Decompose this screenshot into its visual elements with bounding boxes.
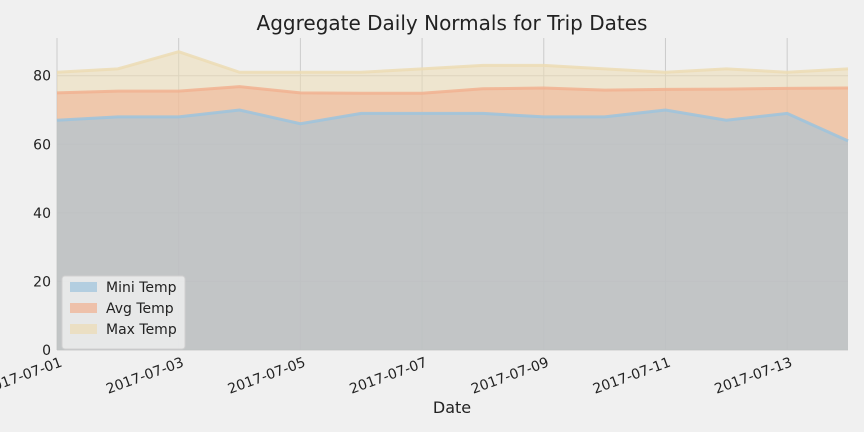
- legend: Mini Temp Avg Temp Max Temp: [61, 275, 186, 350]
- y-tick-label: 60: [33, 137, 51, 153]
- legend-label: Mini Temp: [106, 280, 177, 296]
- legend-swatch: [70, 303, 97, 313]
- x-tick-label: 2017-07-03: [104, 355, 186, 398]
- x-tick-label: 2017-07-01: [0, 355, 64, 398]
- line-max-temp: [56, 50, 849, 74]
- series-lines: [56, 50, 849, 143]
- line-mini-temp: [56, 108, 849, 143]
- legend-label: Avg Temp: [106, 301, 174, 317]
- y-axis: 0 20 40 60 80: [33, 69, 51, 359]
- x-tick-label: 2017-07-13: [713, 355, 795, 398]
- legend-swatch: [70, 324, 97, 334]
- x-tick-label: 2017-07-05: [226, 355, 308, 398]
- x-tick-label: 2017-07-11: [591, 355, 673, 398]
- x-tick-label: 2017-07-07: [348, 355, 430, 398]
- y-tick-label: 80: [33, 69, 51, 85]
- x-axis-label: Date: [433, 398, 471, 417]
- x-tick-label: 2017-07-09: [469, 355, 551, 398]
- legend-swatch: [70, 282, 97, 292]
- y-tick-label: 20: [33, 274, 51, 290]
- series-areas: [57, 51, 848, 350]
- area-mini-temp: [57, 110, 848, 350]
- y-tick-label: 0: [42, 343, 51, 359]
- chart-title: Aggregate Daily Normals for Trip Dates: [257, 11, 648, 35]
- x-axis: 2017-07-01 2017-07-03 2017-07-05 2017-07-07…: [0, 355, 795, 398]
- y-tick-label: 40: [33, 206, 51, 222]
- line-avg-temp: [56, 85, 849, 95]
- legend-label: Max Temp: [106, 322, 177, 338]
